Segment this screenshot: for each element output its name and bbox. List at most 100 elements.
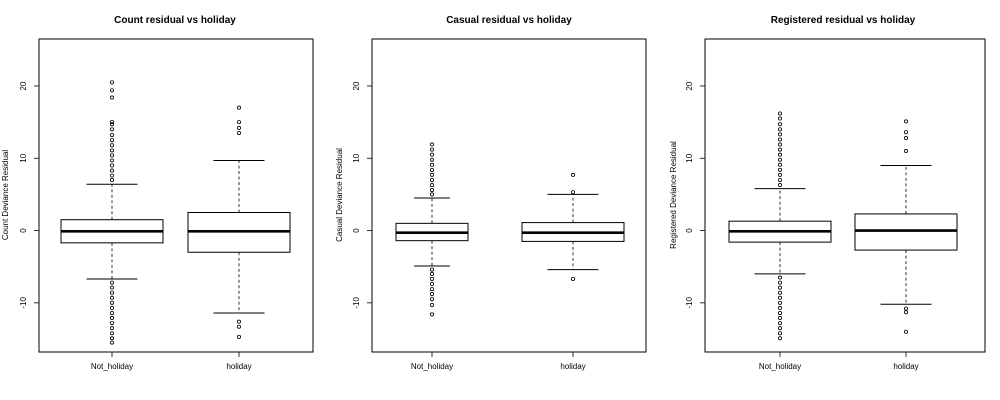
outlier-point bbox=[110, 336, 115, 341]
outlier-point bbox=[429, 183, 434, 188]
outlier-point bbox=[236, 324, 241, 329]
outlier-point bbox=[110, 120, 115, 125]
y-tick-label: 10 bbox=[685, 153, 694, 162]
x-tick-label: Not_holiday bbox=[759, 362, 801, 371]
outlier-point bbox=[778, 142, 783, 147]
outlier-point bbox=[110, 290, 115, 295]
outlier-point bbox=[429, 303, 434, 308]
outlier-point bbox=[778, 285, 783, 290]
outlier-point bbox=[778, 137, 783, 142]
y-tick-label: -10 bbox=[19, 297, 28, 309]
outlier-point bbox=[778, 177, 783, 182]
outlier-point bbox=[429, 267, 434, 272]
outlier-point bbox=[571, 276, 576, 281]
outlier-point bbox=[110, 138, 115, 143]
outlier-point bbox=[778, 316, 783, 321]
outlier-point bbox=[778, 183, 783, 188]
outlier-point bbox=[778, 305, 783, 310]
outlier-point bbox=[110, 127, 115, 132]
outlier-point bbox=[778, 300, 783, 305]
outlier-point bbox=[904, 306, 909, 311]
outlier-point bbox=[110, 177, 115, 182]
outlier-point bbox=[110, 163, 115, 168]
outlier-point bbox=[778, 162, 783, 167]
outlier-point bbox=[778, 111, 783, 116]
outlier-point bbox=[110, 326, 115, 331]
y-tick-label: -10 bbox=[352, 297, 361, 309]
y-axis-label: Registered Deviance Residual bbox=[669, 141, 678, 249]
outlier-point bbox=[778, 280, 783, 285]
outlier-point bbox=[236, 105, 241, 110]
outlier-point bbox=[904, 310, 909, 315]
y-axis-label: Casual Deviance Residual bbox=[335, 148, 344, 242]
outlier-point bbox=[110, 158, 115, 163]
outlier-point bbox=[110, 321, 115, 326]
outlier-point bbox=[904, 149, 909, 154]
y-tick-label: 10 bbox=[352, 153, 361, 162]
outlier-point bbox=[110, 305, 115, 310]
outlier-point bbox=[778, 132, 783, 137]
iqr-box bbox=[854, 213, 958, 251]
outlier-point bbox=[110, 173, 115, 178]
outlier-point bbox=[236, 120, 241, 125]
outlier-point bbox=[429, 152, 434, 157]
outlier-point bbox=[778, 321, 783, 326]
outlier-point bbox=[110, 310, 115, 315]
outlier-point bbox=[429, 292, 434, 297]
outlier-point bbox=[778, 152, 783, 157]
outlier-point bbox=[571, 172, 576, 177]
outlier-point bbox=[110, 285, 115, 290]
outlier-point bbox=[429, 271, 434, 276]
plot-frame bbox=[371, 38, 647, 353]
outlier-point bbox=[429, 147, 434, 152]
outlier-point bbox=[110, 148, 115, 153]
outlier-point bbox=[110, 331, 115, 336]
outlier-point bbox=[236, 334, 241, 339]
outlier-point bbox=[778, 122, 783, 127]
outlier-point bbox=[110, 280, 115, 285]
outlier-point bbox=[110, 300, 115, 305]
outlier-point bbox=[429, 312, 434, 317]
outlier-point bbox=[429, 157, 434, 162]
outlier-point bbox=[110, 340, 115, 345]
outlier-point bbox=[778, 336, 783, 341]
outlier-point bbox=[110, 168, 115, 173]
outlier-point bbox=[429, 142, 434, 147]
outlier-point bbox=[571, 190, 576, 195]
outlier-point bbox=[904, 119, 909, 124]
outlier-point bbox=[236, 125, 241, 130]
y-tick-label: 20 bbox=[685, 81, 694, 90]
outlier-point bbox=[429, 287, 434, 292]
outlier-point bbox=[904, 130, 909, 135]
x-tick-label: holiday bbox=[560, 362, 585, 371]
outlier-point bbox=[778, 310, 783, 315]
y-tick-label: 0 bbox=[352, 228, 361, 233]
outlier-point bbox=[110, 133, 115, 138]
panel-title: Count residual vs holiday bbox=[114, 15, 236, 26]
outlier-point bbox=[236, 130, 241, 135]
outlier-point bbox=[429, 297, 434, 302]
outlier-point bbox=[778, 147, 783, 152]
y-tick-label: 0 bbox=[19, 228, 28, 233]
outlier-point bbox=[778, 116, 783, 121]
y-tick-label: -10 bbox=[685, 297, 694, 309]
outlier-point bbox=[429, 192, 434, 197]
outlier-point bbox=[429, 276, 434, 281]
panel-casual-residual: Casual residual vs holiday Casual Devian… bbox=[335, 15, 647, 371]
outlier-point bbox=[778, 157, 783, 162]
x-tick-label: holiday bbox=[893, 362, 918, 371]
panel-title: Casual residual vs holiday bbox=[446, 15, 572, 26]
outlier-point bbox=[778, 172, 783, 177]
outlier-point bbox=[110, 316, 115, 321]
y-tick-label: 10 bbox=[19, 153, 28, 162]
outlier-point bbox=[110, 153, 115, 158]
outlier-point bbox=[110, 88, 115, 93]
outlier-point bbox=[429, 282, 434, 287]
outlier-point bbox=[236, 319, 241, 324]
outlier-point bbox=[904, 329, 909, 334]
panel-registered-residual: Registered residual vs holiday Registere… bbox=[669, 15, 986, 371]
y-tick-label: 20 bbox=[352, 81, 361, 90]
y-axis-label: Count Deviance Residual bbox=[1, 150, 10, 240]
outlier-point bbox=[110, 143, 115, 148]
outlier-point bbox=[778, 326, 783, 331]
